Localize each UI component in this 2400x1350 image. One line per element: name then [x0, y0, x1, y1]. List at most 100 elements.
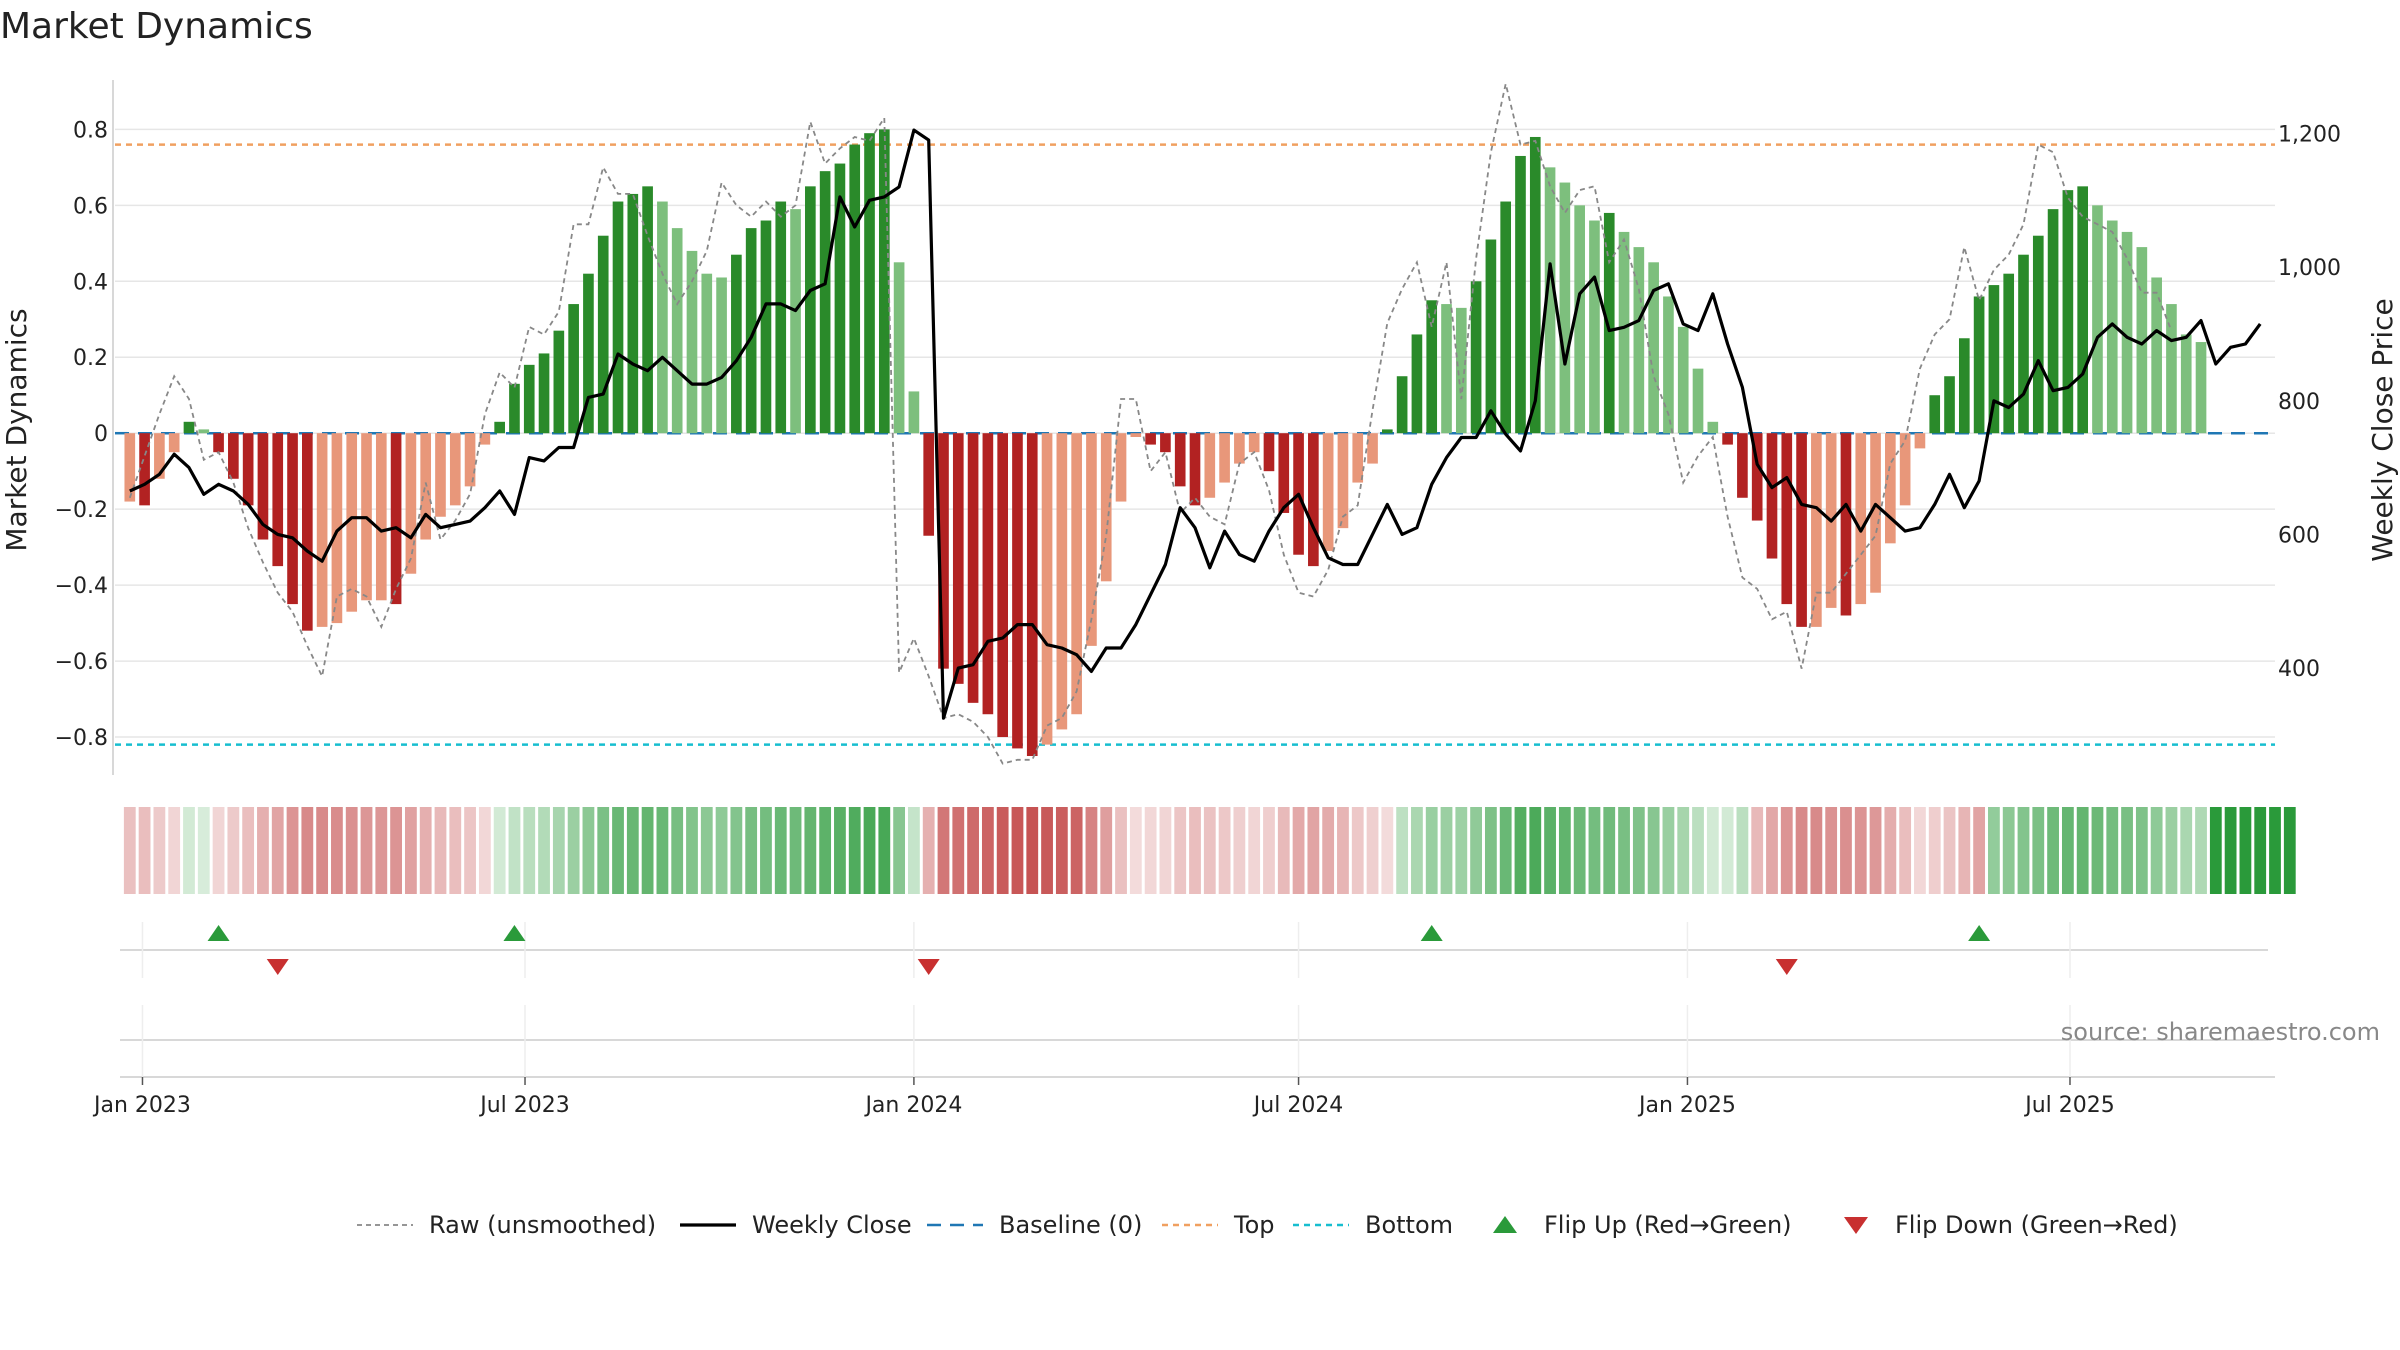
market-dynamics-bar: [1707, 421, 1719, 434]
regime-cell: [375, 807, 388, 894]
market-dynamics-bar: [967, 433, 979, 703]
regime-cell: [1041, 807, 1053, 894]
market-dynamics-bar: [1574, 205, 1585, 434]
regime-cell: [2076, 807, 2089, 894]
market-dynamics-bar: [849, 144, 861, 434]
regime-cell: [1337, 807, 1349, 894]
market-dynamics-bar: [1263, 433, 1275, 472]
market-dynamics-bar: [553, 330, 565, 434]
regime-cell: [301, 807, 314, 894]
regime-cell: [419, 807, 432, 894]
market-dynamics-bar: [2047, 209, 2059, 434]
regime-cell: [138, 807, 151, 894]
market-dynamics-bar: [1322, 433, 1334, 551]
regime-cell: [1203, 807, 1216, 894]
market-dynamics-bar: [1174, 433, 1186, 487]
regime-cell: [1100, 807, 1113, 894]
legend-label: Flip Up (Red→Green): [1544, 1211, 1792, 1239]
regime-cell: [863, 807, 876, 894]
market-dynamics-bar: [287, 433, 298, 605]
weekly-close-line: [129, 128, 2262, 720]
regime-cell: [1618, 807, 1630, 894]
market-dynamics-bar: [1944, 376, 1955, 434]
market-dynamics-bar: [2077, 186, 2088, 434]
legend-label: Flip Down (Green→Red): [1895, 1211, 2178, 1239]
market-dynamics-bar: [1737, 433, 1748, 498]
market-dynamics-bar: [671, 228, 683, 434]
market-dynamics-bar: [1160, 433, 1171, 453]
regime-cell: [1795, 807, 1808, 894]
regime-cell: [2269, 807, 2281, 894]
regime-cell: [1943, 807, 1956, 894]
regime-cell: [1277, 807, 1290, 894]
regime-cell: [2283, 807, 2296, 894]
market-dynamics-bar: [523, 364, 535, 434]
market-dynamics-bar: [538, 353, 550, 434]
y-left-tick-label: 0.4: [73, 270, 108, 295]
regime-cell: [656, 807, 669, 894]
flip-up-marker: [503, 925, 526, 941]
regime-cell: [197, 807, 210, 894]
regime-cell: [2017, 807, 2030, 894]
regime-cell: [1854, 807, 1867, 894]
market-dynamics-bar: [1618, 231, 1630, 434]
y-right-tick-label: 400: [2278, 657, 2320, 682]
market-dynamics-bar: [1855, 433, 1867, 605]
market-dynamics-bar: [716, 277, 727, 434]
market-dynamics-bar: [1470, 281, 1482, 434]
market-dynamics-bar: [1722, 433, 1733, 445]
market-dynamics-bar: [1086, 433, 1097, 646]
source-note: source: sharemaestro.com: [2061, 1018, 2380, 1046]
market-dynamics-bar: [1382, 429, 1393, 434]
market-dynamics-bar: [1811, 433, 1822, 627]
market-dynamics-bar: [952, 433, 964, 684]
regime-cell: [2239, 807, 2252, 894]
market-dynamics-bar: [731, 254, 742, 434]
regime-cell: [1307, 807, 1320, 894]
regime-cell: [952, 807, 965, 894]
regime-cell: [834, 807, 846, 894]
regime-cell: [434, 807, 447, 894]
regime-cell: [804, 807, 817, 894]
legend-swatch: [1493, 1216, 1517, 1233]
market-dynamics-bar: [1056, 433, 1068, 730]
x-tick-label: Jul 2024: [1252, 1093, 1344, 1118]
regime-cell: [1692, 807, 1704, 894]
regime-cell: [316, 807, 329, 894]
market-dynamics-bar: [760, 220, 772, 434]
regime-cell: [1218, 807, 1231, 894]
market-dynamics-bar: [168, 433, 180, 453]
regime-cell: [2091, 807, 2104, 894]
regime-cell: [1292, 807, 1305, 894]
axes: 0.8 0.6 0.4 0.2 0 −0.2 −0.4 −0.6 −0.8 1,200 1,000 8…: [55, 80, 2341, 775]
market-dynamics-bar: [2121, 231, 2133, 434]
regime-cell: [2106, 807, 2119, 894]
regime-cell: [2032, 807, 2045, 894]
regime-cell: [908, 807, 920, 894]
market-dynamics-bar: [1411, 334, 1423, 434]
market-dynamics-bar: [435, 433, 446, 517]
regime-cell: [1144, 807, 1157, 894]
regime-cell: [212, 807, 225, 894]
flip-down-marker: [917, 959, 940, 975]
regime-cell: [1085, 807, 1098, 894]
market-dynamics-bar: [2032, 235, 2044, 434]
legend-swatch: [1844, 1217, 1868, 1234]
regime-cell: [257, 807, 269, 894]
regime-cell: [760, 807, 772, 894]
market-dynamics-bar: [2106, 220, 2118, 434]
market-dynamics-bar: [938, 433, 949, 669]
regime-cell: [774, 807, 787, 894]
chart-title: Market Dynamics: [0, 6, 313, 47]
market-dynamics-bar: [745, 228, 757, 434]
regime-cell: [1736, 807, 1749, 894]
regime-cell: [700, 807, 713, 894]
regime-cell: [1573, 807, 1586, 894]
regime-cell: [2047, 807, 2059, 894]
regime-cell: [404, 807, 417, 894]
regime-cell: [1411, 807, 1423, 894]
y-right-tick-label: 800: [2278, 390, 2320, 415]
regime-cell: [123, 807, 136, 894]
regime-cell: [1055, 807, 1068, 894]
market-dynamics-bar: [405, 433, 417, 574]
